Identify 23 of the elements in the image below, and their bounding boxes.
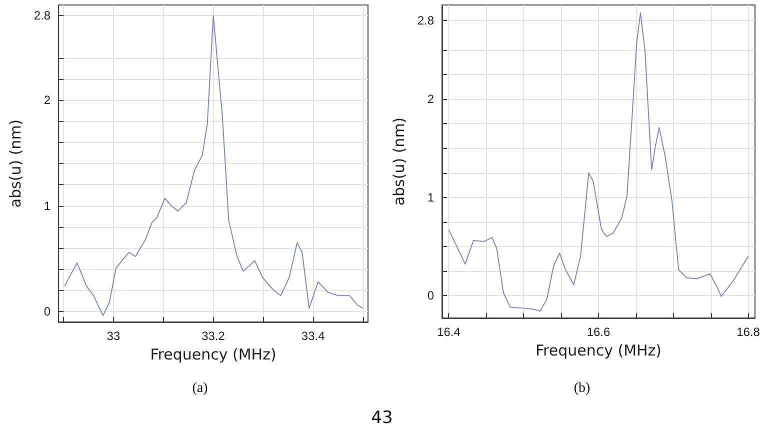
y-tick-label: 0 — [427, 288, 434, 302]
x-axis-title: Frequency (MHz) — [150, 345, 276, 364]
line-series — [64, 15, 364, 316]
y-tick-label: 0 — [44, 304, 51, 318]
x-tick-label: 16.8 — [736, 325, 760, 339]
y-tick-label: 2.8 — [417, 14, 434, 28]
line-series — [448, 12, 749, 312]
x-tick-label: 16.6 — [586, 325, 610, 339]
y-tick-label: 1 — [427, 190, 434, 204]
y-tick-label: 1 — [44, 198, 51, 213]
y-axis-title: abs(u) (nm) — [6, 119, 24, 208]
x-tick-label: 33 — [106, 329, 120, 343]
y-tick-label: 2.8 — [34, 8, 51, 23]
x-tick-label: 33.4 — [301, 329, 326, 343]
x-tick-label: 33.2 — [202, 329, 226, 343]
text: 43 — [371, 408, 393, 428]
y-tick-label: 2 — [427, 92, 434, 106]
y-axis-title: abs(u) (nm) — [390, 117, 408, 206]
y-tick-label: 2 — [44, 93, 51, 108]
x-tick-label: 16.4 — [437, 325, 461, 339]
text: (a) — [192, 381, 208, 397]
x-axis-title: Frequency (MHz) — [535, 341, 662, 360]
text: (b) — [574, 381, 590, 397]
